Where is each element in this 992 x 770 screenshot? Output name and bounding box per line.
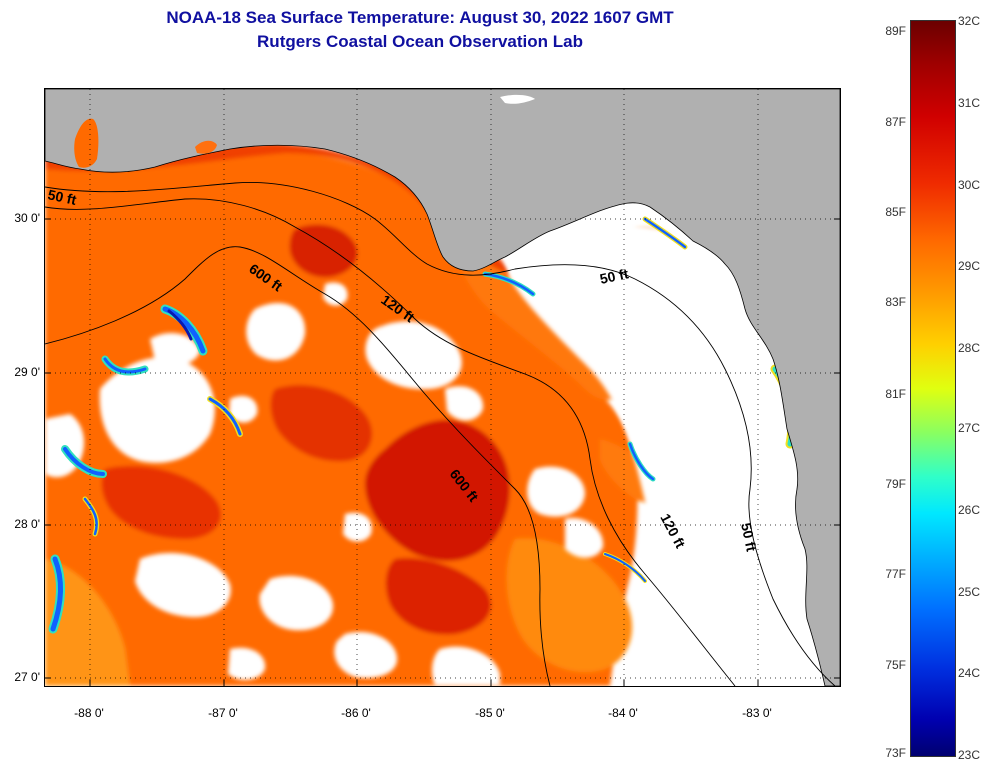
colorbar-f-label: 73F (885, 746, 906, 760)
colorbar-f-label: 77F (885, 567, 906, 581)
colorbar-c-label: 23C (958, 748, 981, 762)
bathymetry-contours (45, 182, 836, 686)
map-title: NOAA-18 Sea Surface Temperature: August … (166, 8, 674, 27)
temperature-colorbar (910, 20, 956, 757)
lon-label-84: -84 0' (608, 706, 638, 720)
sst-map: 50 ft 600 ft 120 ft 50 ft 600 ft 120 ft … (44, 88, 841, 687)
cloud-patches (45, 222, 840, 686)
mobile-bay (74, 118, 99, 168)
colorbar-f-label: 89F (885, 24, 906, 38)
colorbar-c-label: 32C (958, 14, 981, 28)
lon-label-87: -87 0' (208, 706, 238, 720)
sst-region-hot-core (365, 419, 510, 561)
colorbar-c-label: 30C (958, 178, 981, 192)
colorbar-c-label: 31C (958, 96, 981, 110)
colorbar-f-label: 81F (885, 387, 906, 401)
colorbar-c-label: 24C (958, 666, 981, 680)
sst-region-warm-mid (270, 385, 373, 462)
sst-region-hot-south (385, 558, 491, 635)
colorbar-f-label: 85F (885, 205, 906, 219)
contour-600ft (45, 246, 551, 686)
contour-label-50ft-south: 50 ft (738, 521, 760, 553)
colorbar-c-label: 26C (958, 503, 981, 517)
colorbar-f-label: 83F (885, 295, 906, 309)
lat-label-28: 28 0' (14, 517, 40, 531)
pensacola-bay (195, 140, 217, 154)
sst-region-bigbend (445, 229, 623, 400)
colorbar-c-label: 27C (958, 421, 981, 435)
inland-water (500, 94, 535, 104)
lon-label-83: -83 0' (742, 706, 772, 720)
sst-region-hot-north (289, 224, 358, 278)
land-mass (45, 89, 840, 686)
colorbar-f-label: 75F (885, 658, 906, 672)
lat-label-30: 30 0' (14, 211, 40, 225)
colorbar-c-label: 28C (958, 341, 981, 355)
contour-120ft (45, 198, 736, 686)
contour-label-50ft-west: 50 ft (46, 186, 78, 208)
contour-label-50ft-east: 50 ft (598, 265, 630, 287)
contour-50ft (45, 182, 836, 686)
colorbar-c-label: 25C (958, 585, 981, 599)
sst-region-cool-se (506, 538, 633, 673)
colorbar-f-label: 87F (885, 115, 906, 129)
lon-label-85: -85 0' (475, 706, 505, 720)
sst-region-warm-west (101, 465, 221, 539)
lat-label-29: 29 0' (14, 365, 40, 379)
colorbar-f-label: 79F (885, 477, 906, 491)
sst-region-cool-sw (45, 559, 130, 686)
map-subtitle: Rutgers Coastal Ocean Observation Lab (257, 32, 583, 51)
colorbar-c-label: 29C (958, 259, 981, 273)
lon-label-86: -86 0' (341, 706, 371, 720)
lat-label-27: 27 0' (14, 670, 40, 684)
lon-label-88: -88 0' (74, 706, 104, 720)
